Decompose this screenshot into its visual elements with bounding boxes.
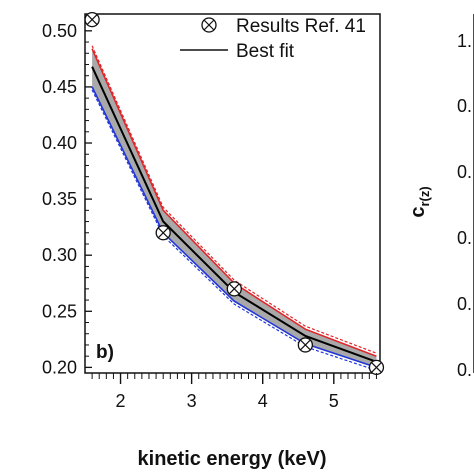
data-point-marker xyxy=(297,337,314,353)
y-tick-label: 0.30 xyxy=(42,245,77,265)
right-tick-3: 0. xyxy=(457,228,472,248)
data-markers xyxy=(84,11,385,376)
y-tick-label: 0.40 xyxy=(42,133,77,153)
y-tick-label: 0.50 xyxy=(42,21,77,41)
right-tick-2: 0. xyxy=(457,162,472,182)
upper-bound-dashed xyxy=(91,45,377,354)
right-tick-0: 1. xyxy=(457,31,472,51)
right-tick-1: 0. xyxy=(457,96,472,116)
y-tick-label: 0.45 xyxy=(42,77,77,97)
x-axis-label: kinetic energy (keV) xyxy=(138,448,327,470)
x-tick-label: 5 xyxy=(329,391,339,411)
y-tick-label: 0.35 xyxy=(42,189,77,209)
legend: Results Ref. 41 Best fit xyxy=(180,16,366,62)
x-tick-label: 4 xyxy=(258,391,268,411)
right-panel-ylabel-sub: r(z) xyxy=(417,186,432,206)
lower-bound-dashed xyxy=(91,89,377,371)
y-tick-label: 0.20 xyxy=(42,357,77,377)
confidence-band xyxy=(92,48,377,368)
band-area xyxy=(92,48,377,368)
upper-bound-line xyxy=(91,48,377,357)
right-panel-ylabel: cr(z) xyxy=(407,186,432,217)
legend-item-fit: Best fit xyxy=(236,41,295,62)
data-point-marker xyxy=(368,359,385,376)
legend-marker-icon xyxy=(201,17,217,33)
panel-label: b) xyxy=(96,342,114,363)
lower-bound-line xyxy=(91,86,377,369)
legend-item-results: Results Ref. 41 xyxy=(236,16,366,37)
y-tick-label: 0.25 xyxy=(42,301,77,321)
y-axis: 0.20 0.25 0.30 0.35 0.40 0.45 0.50 xyxy=(42,21,92,377)
data-point-marker xyxy=(155,225,171,241)
series-lines xyxy=(91,45,377,371)
data-point-marker xyxy=(84,11,100,28)
x-axis: 2 3 4 5 xyxy=(91,373,377,411)
right-panel-partial: cr(z) 1. 0. 0. 0. 0. 0. xyxy=(407,14,474,380)
right-tick-5: 0. xyxy=(457,360,472,380)
data-point-marker xyxy=(226,281,242,297)
right-panel-ylabel-main: c xyxy=(407,207,429,218)
best-fit-line xyxy=(91,66,377,363)
plot-frame xyxy=(84,13,381,374)
x-tick-label: 3 xyxy=(187,391,197,411)
right-tick-4: 0. xyxy=(457,294,472,314)
x-tick-label: 2 xyxy=(116,391,126,411)
